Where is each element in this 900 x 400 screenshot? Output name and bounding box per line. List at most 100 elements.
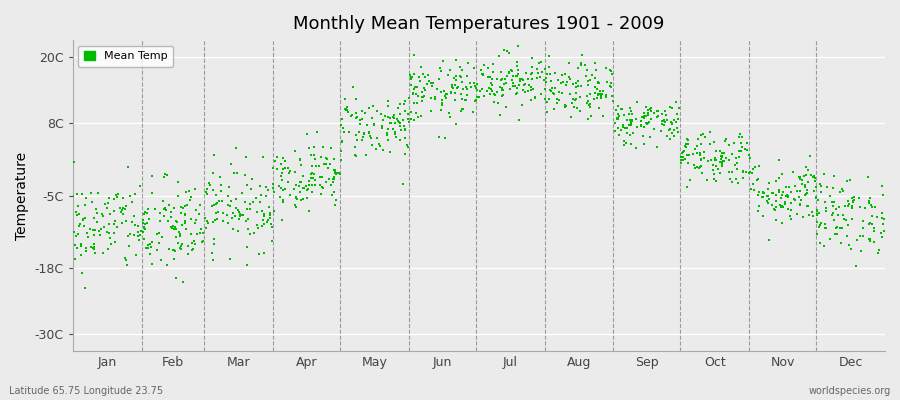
Point	[639, 121, 653, 128]
Point	[483, 74, 498, 80]
Point	[527, 95, 542, 101]
Point	[104, 234, 118, 241]
Point	[150, 231, 165, 238]
Point	[416, 94, 430, 100]
Point	[842, 222, 856, 228]
Point	[345, 112, 359, 118]
Point	[548, 70, 562, 76]
Point	[140, 245, 155, 252]
Point	[173, 245, 187, 251]
Point	[353, 117, 367, 123]
Point	[731, 180, 745, 186]
Point	[708, 155, 723, 162]
Point	[214, 182, 229, 188]
Point	[722, 157, 736, 164]
Point	[264, 221, 278, 227]
Point	[102, 195, 116, 201]
Point	[374, 111, 388, 118]
Point	[76, 216, 91, 222]
Point	[484, 80, 499, 86]
Point	[276, 155, 291, 161]
Point	[502, 86, 517, 92]
Point	[795, 177, 809, 183]
Point	[716, 150, 731, 156]
Point	[292, 179, 307, 186]
Point	[743, 154, 758, 161]
Point	[528, 94, 543, 100]
Point	[107, 196, 122, 202]
Point	[456, 106, 471, 112]
Point	[544, 85, 559, 91]
Point	[161, 202, 176, 208]
Point	[209, 210, 223, 217]
Point	[630, 124, 644, 130]
Point	[664, 130, 679, 136]
Point	[544, 88, 559, 94]
Point	[619, 125, 634, 131]
Point	[611, 125, 625, 131]
Point	[456, 86, 471, 93]
Point	[292, 182, 306, 189]
Point	[858, 205, 872, 212]
Point	[253, 199, 267, 205]
Point	[408, 84, 422, 90]
Point	[774, 220, 788, 226]
Point	[572, 108, 587, 114]
Point	[681, 137, 696, 144]
Point	[771, 175, 786, 182]
Point	[307, 152, 321, 159]
Point	[793, 188, 807, 194]
Point	[168, 218, 183, 224]
Point	[494, 76, 508, 83]
Point	[510, 43, 525, 49]
Point	[112, 205, 127, 212]
Point	[255, 223, 269, 229]
Point	[155, 234, 169, 240]
Point	[159, 172, 174, 178]
Point	[780, 192, 795, 199]
Point	[491, 100, 505, 106]
Point	[484, 82, 499, 88]
Point	[250, 222, 265, 228]
Point	[703, 141, 717, 147]
Point	[812, 224, 826, 230]
Point	[232, 216, 247, 222]
Point	[709, 156, 724, 163]
Point	[493, 69, 508, 76]
Point	[328, 156, 342, 162]
Point	[692, 152, 706, 158]
Point	[644, 116, 658, 122]
Point	[433, 65, 447, 72]
Point	[312, 163, 327, 170]
Point	[614, 126, 628, 133]
Point	[338, 106, 353, 113]
Point	[612, 132, 626, 138]
Point	[689, 164, 704, 170]
Point	[736, 168, 751, 174]
Point	[296, 196, 310, 202]
Point	[208, 217, 222, 223]
Point	[724, 176, 738, 182]
Point	[852, 233, 867, 239]
Point	[387, 115, 401, 121]
Point	[473, 67, 488, 74]
Point	[643, 106, 657, 112]
Point	[454, 108, 469, 114]
Point	[266, 189, 281, 195]
Point	[88, 249, 103, 256]
Point	[494, 93, 508, 100]
Point	[847, 197, 861, 203]
Point	[509, 73, 524, 79]
Point	[141, 216, 156, 222]
Point	[806, 213, 821, 220]
Point	[819, 208, 833, 214]
Point	[308, 182, 322, 188]
Point	[328, 171, 343, 178]
Point	[550, 96, 564, 102]
Point	[829, 206, 843, 212]
Point	[435, 100, 449, 106]
Point	[715, 150, 729, 156]
Point	[751, 192, 765, 198]
Point	[611, 116, 625, 122]
Point	[552, 89, 566, 96]
